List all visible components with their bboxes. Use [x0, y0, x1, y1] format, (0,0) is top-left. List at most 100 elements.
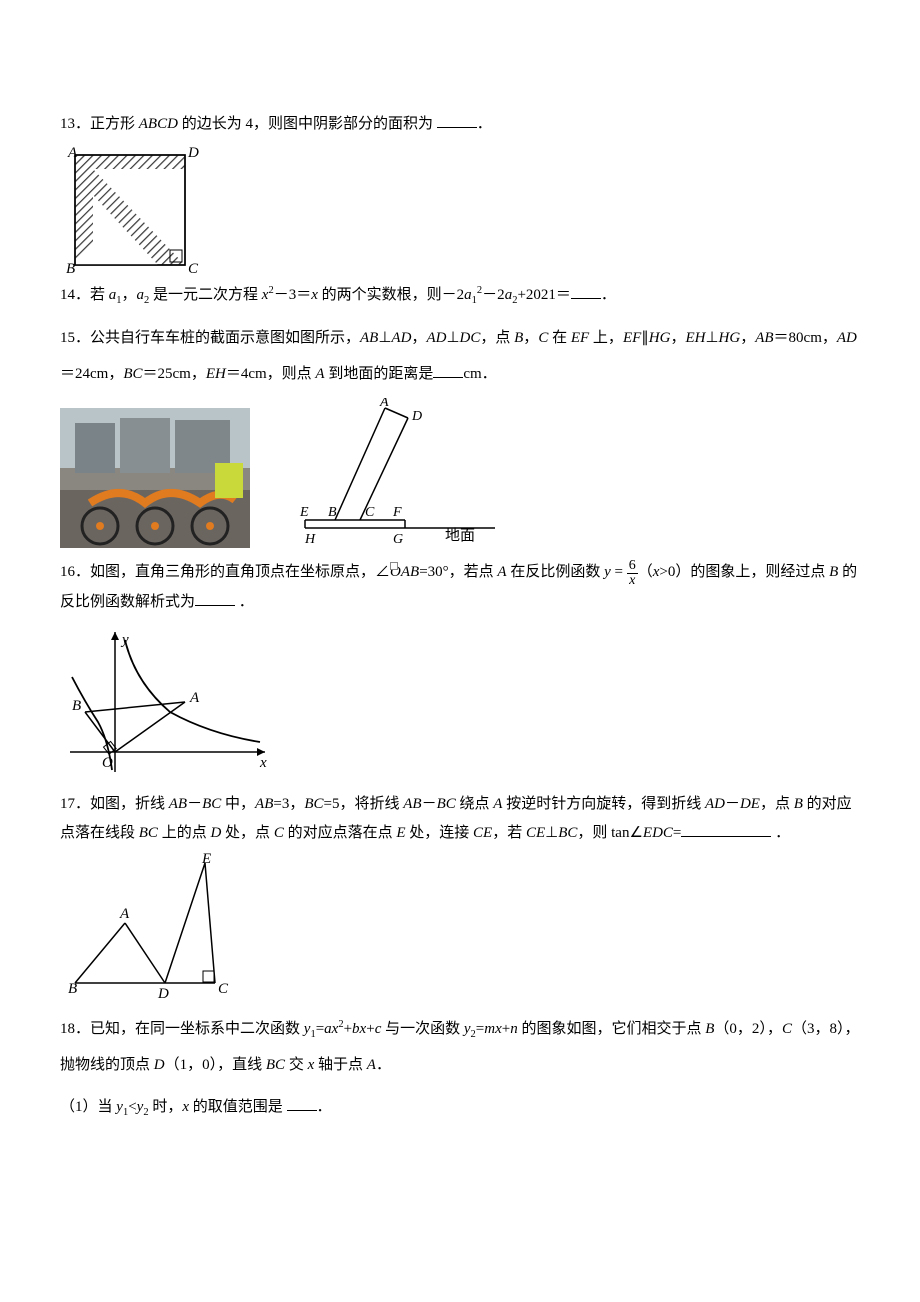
q16f-o: O — [102, 755, 113, 771]
q17-bc3: BC — [437, 796, 456, 812]
q17-perp: ⊥ — [545, 825, 558, 841]
q18-period1: ． — [376, 1057, 391, 1073]
question-18-part1: （1）当 y1<y2 时，x 的取值范围是 ． — [60, 1089, 860, 1125]
q15-j: ＝24cm， — [60, 366, 123, 382]
q15-ab2: AB — [755, 330, 773, 346]
q15-b: ， — [411, 330, 426, 346]
q15-ad: AD — [391, 330, 411, 346]
q17-figure: B A D C E — [60, 853, 260, 1003]
q15-hg2: HG — [719, 330, 741, 346]
q15d-h: H — [304, 532, 316, 547]
q17-l: 处，连接 — [406, 825, 474, 841]
q16-ptb: B — [829, 564, 838, 580]
q16-figure: y x O A B — [60, 622, 280, 782]
q18p1-y1: y — [116, 1099, 123, 1115]
q18p1-blank — [287, 1095, 317, 1111]
q17-ab: AB — [169, 796, 187, 812]
question-13: 13．正方形 ABCD 的边长为 4，则图中阴影部分的面积为 ． — [60, 110, 860, 139]
q13-number: 13 — [60, 116, 75, 132]
q18-p1: + — [344, 1021, 352, 1037]
q14-x2: x — [311, 287, 318, 303]
q15d-a: A — [379, 398, 389, 410]
q13-text-a: ．正方形 — [75, 116, 139, 132]
q16f-a: A — [189, 690, 200, 706]
q18-number: 18 — [60, 1021, 75, 1037]
q15-f: 上， — [589, 330, 623, 346]
q17-bc5: BC — [558, 825, 577, 841]
q15-ad2: AD — [426, 330, 446, 346]
q18-p2: + — [366, 1021, 374, 1037]
q18-eq2: = — [476, 1021, 484, 1037]
q15-perp1: ⊥ — [378, 330, 391, 346]
q17-j: 处，点 — [221, 825, 274, 841]
q13-blank — [437, 112, 477, 128]
q16-period: ． — [235, 594, 254, 610]
q17f-a: A — [119, 906, 130, 922]
q18-eq1: = — [316, 1021, 324, 1037]
q16-number: 16 — [60, 564, 75, 580]
q15-g: ， — [670, 330, 685, 346]
q18-bx: bx — [352, 1021, 366, 1037]
q17-bc: BC — [202, 796, 221, 812]
q15-i: ＝80cm， — [774, 330, 837, 346]
q16f-x: x — [259, 755, 267, 771]
q17-a: ．如图，折线 — [75, 796, 169, 812]
q17-d: =5，将折线 — [324, 796, 404, 812]
q18-bc: BC — [266, 1057, 285, 1073]
q16-b: =30°，若点 — [419, 564, 497, 580]
q18-c: 的图象如图，它们相交于点 — [518, 1021, 706, 1037]
q14-f: －2 — [482, 287, 505, 303]
q14-sub1b: 1 — [472, 295, 477, 306]
q15-hg: HG — [649, 330, 671, 346]
q14-a2: a — [137, 287, 145, 303]
q13-period: ． — [477, 116, 492, 132]
q17-ab3: AB — [403, 796, 421, 812]
q15-ptb: B — [514, 330, 523, 346]
q15d-ground: 地面 — [445, 527, 475, 544]
q14-a1b: a — [464, 287, 472, 303]
q13-text-b: 的边长为 4，则图中阴影部分的面积为 — [178, 116, 437, 132]
q13-label-b: B — [66, 261, 75, 275]
q15d-b: B — [328, 505, 337, 520]
q17-o: = — [673, 825, 681, 841]
q17-c: =3， — [273, 796, 304, 812]
q17-de: DE — [740, 796, 760, 812]
q18-f: ，直线 — [217, 1057, 266, 1073]
q15-photo — [60, 408, 250, 548]
question-14: 14．若 a1，a2 是一元二次方程 x2－3＝x 的两个实数根，则－2a12－… — [60, 281, 860, 311]
q17-k: 的对应点落在点 — [284, 825, 397, 841]
q17f-c: C — [218, 981, 229, 997]
q15-bc: BC — [123, 366, 142, 382]
question-17: 17．如图，折线 AB－BC 中，AB=3，BC=5，将折线 AB－BC 绕点 … — [60, 790, 860, 847]
q16-blank — [195, 590, 235, 606]
q15-a: ．公共自行车车桩的截面示意图如图所示， — [75, 330, 360, 346]
page-marker — [390, 562, 398, 570]
q17-d1: － — [187, 796, 202, 812]
q18-ptc: C — [782, 1021, 792, 1037]
q18-ccoord: （3，8） — [792, 1021, 845, 1037]
q17-bc2: BC — [304, 796, 323, 812]
q13-abcd: ABCD — [139, 116, 178, 132]
q18-p3: + — [502, 1021, 510, 1037]
q17-ptc: C — [274, 825, 284, 841]
q15-d: ， — [523, 330, 538, 346]
q18p1-lt: < — [128, 1099, 136, 1115]
q14-period: ． — [601, 287, 616, 303]
q15d-c: C — [365, 505, 375, 520]
q17-m: ，若 — [492, 825, 526, 841]
q15-pta: A — [315, 366, 324, 382]
q16f-b: B — [72, 698, 81, 714]
q14-number: 14 — [60, 287, 75, 303]
q15-h: ， — [740, 330, 755, 346]
q18-pta: A — [367, 1057, 376, 1073]
q18p1-c: 的取值范围是 — [189, 1099, 287, 1115]
q18p1-period: ． — [317, 1099, 332, 1115]
q18-ptd: D — [154, 1057, 165, 1073]
q13-label-c: C — [188, 261, 199, 275]
q18p1-a: （1）当 — [60, 1099, 116, 1115]
q18-g: 交 — [285, 1057, 308, 1073]
q18-a: ．已知，在同一坐标系中二次函数 — [75, 1021, 304, 1037]
q15-eh: EH — [685, 330, 705, 346]
q15-figures: E B C F H G A D 地面 — [60, 398, 860, 548]
q18-mx: mx — [484, 1021, 502, 1037]
